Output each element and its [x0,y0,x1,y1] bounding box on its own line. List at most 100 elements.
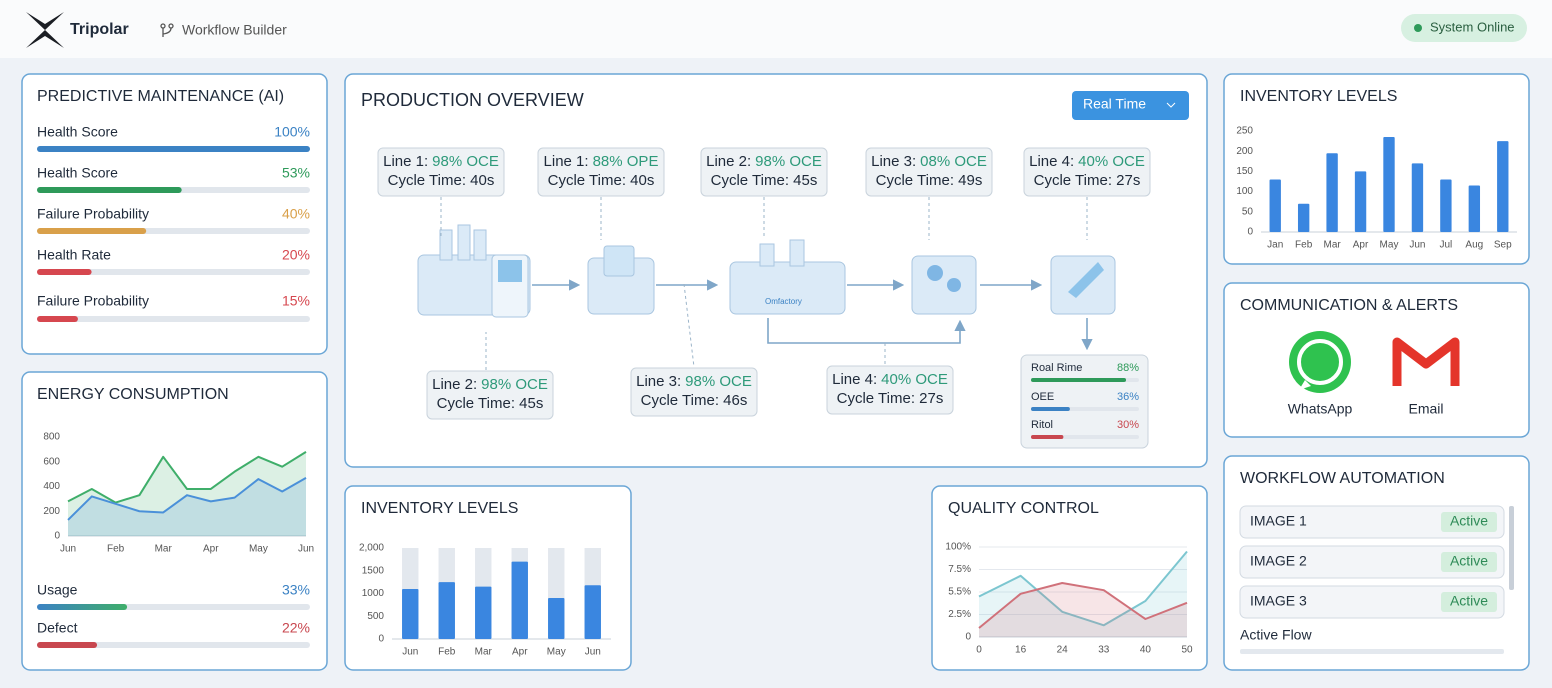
metric-label: Roal Rime [1031,362,1082,374]
line-metric: Line 2: 98% OCE [706,153,822,170]
bar [1354,171,1367,232]
line-oce: 88% OPE [593,153,659,170]
y-tick-label: 0 [378,634,384,645]
bar [1269,179,1281,232]
cycle-time: Cycle Time: 45s [711,172,818,189]
area [68,477,306,536]
y-tick-label: 100 [1236,186,1253,197]
cycle-time: Cycle Time: 27s [1034,172,1141,189]
panel-title: INVENTORY LEVELS [1240,88,1397,105]
line-box [426,370,554,420]
x-tick-label: Apr [203,544,219,555]
metric-value: 40% [282,206,310,222]
line-box [700,147,828,197]
workflow-item[interactable] [1239,505,1505,539]
logo [26,12,64,48]
panel-title: PRODUCTION OVERVIEW [361,90,584,110]
mode-button[interactable] [1072,91,1189,120]
workflow-name: IMAGE 3 [1250,593,1307,609]
bar-track [37,316,310,322]
y-tick-label: 0 [1247,227,1253,238]
workflow-item[interactable] [1239,585,1505,619]
area [68,451,306,536]
x-tick-label: Feb [107,544,125,555]
x-tick-label: 40 [1140,645,1152,656]
x-tick-label: Jun [298,544,314,555]
panel-title: ENERGY CONSUMPTION [37,386,229,403]
x-tick-label: Feb [1295,240,1313,251]
gmail-icon [1392,336,1460,386]
app-label[interactable]: WhatsApp [1288,401,1353,417]
metric-label: Health Rate [37,247,111,263]
metric-value: 88% [1117,362,1139,374]
x-tick-label: 33 [1098,645,1110,656]
x-tick-label: Jun [402,647,418,658]
x-tick-label: Apr [512,647,528,658]
machine [911,255,977,315]
y-tick-label: 0 [965,632,971,643]
panel [21,73,328,355]
y-tick-label: 7.5% [948,564,971,575]
metric-label: Defect [37,620,78,636]
machine: Omfactory [729,239,846,315]
line-oce: 98% OCE [755,153,822,170]
line-oce: 40% OCE [1078,153,1145,170]
y-tick-label: 1500 [362,565,385,576]
line-label: Line 1: [383,153,428,170]
status-badge [1441,592,1497,612]
y-tick-label: 200 [1236,146,1253,157]
status-badge [1441,552,1497,572]
bar-track [37,269,310,275]
cycle-time: Cycle Time: 40s [548,172,655,189]
y-tick-label: 2,000 [359,543,384,554]
metric-value: 22% [282,620,310,636]
line-box [630,367,758,417]
x-tick-label: Jan [1267,240,1283,251]
bar [438,582,455,639]
y-tick-label: 50 [1242,206,1254,217]
y-tick-label: 600 [43,456,60,467]
x-tick-label: Mar [155,544,173,555]
x-tick-label: May [249,544,268,555]
line [978,550,1188,627]
line-metric: Line 2: 98% OCE [432,376,548,393]
mode-label[interactable]: Real Time [1083,96,1146,112]
status-text: Active [1450,593,1488,609]
bar [511,561,528,639]
line-label: Line 2: [432,376,477,393]
status-badge [1441,512,1497,532]
panel [931,485,1208,671]
panel-title: INVENTORY LEVELS [361,500,518,517]
nav-link[interactable]: Workflow Builder [182,22,287,38]
bar-track [37,642,310,648]
metric-label: Usage [37,582,78,598]
line-oce: 40% OCE [881,371,948,388]
machine-label: Omfactory [765,297,802,306]
y-tick-label: 250 [1236,126,1253,137]
metric-label: OEE [1031,391,1054,403]
chevron [1166,102,1176,108]
app-label[interactable]: Email [1408,401,1443,417]
line [67,451,307,504]
x-tick-label: Mar [1323,240,1341,251]
metric-value: 15% [282,293,310,309]
cycle-time: Cycle Time: 27s [837,390,944,407]
y-tick-label: 5.5% [948,587,971,598]
x-tick-label: Mar [475,647,493,658]
bar [1297,203,1310,232]
bar [1326,153,1338,232]
workflow-name: IMAGE 2 [1250,553,1307,569]
panel-title: QUALITY CONTROL [948,500,1099,517]
metric-value: 100% [274,124,310,140]
line-metric: Line 3: 98% OCE [636,373,752,390]
x-tick-label: May [1380,240,1399,251]
workflow-item[interactable] [1239,545,1505,579]
line-label: Line 3: [871,153,916,170]
x-tick-label: 16 [1015,645,1027,656]
header-bar [0,0,1552,58]
scrollbar [1509,506,1514,590]
line-label: Line 4: [1029,153,1074,170]
bar [1031,407,1070,411]
y-tick-label: 800 [43,432,60,443]
bar [37,642,98,648]
